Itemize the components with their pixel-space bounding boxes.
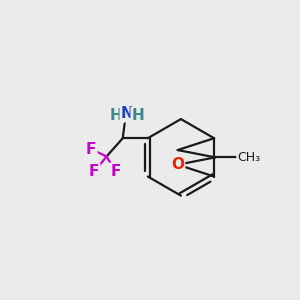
Text: F: F [110,164,121,179]
Text: H: H [110,108,123,123]
Text: CH₃: CH₃ [237,151,260,164]
Text: F: F [89,164,99,179]
Text: H: H [132,108,144,123]
Text: N: N [121,106,134,121]
Text: F: F [86,142,96,157]
Text: O: O [171,157,184,172]
